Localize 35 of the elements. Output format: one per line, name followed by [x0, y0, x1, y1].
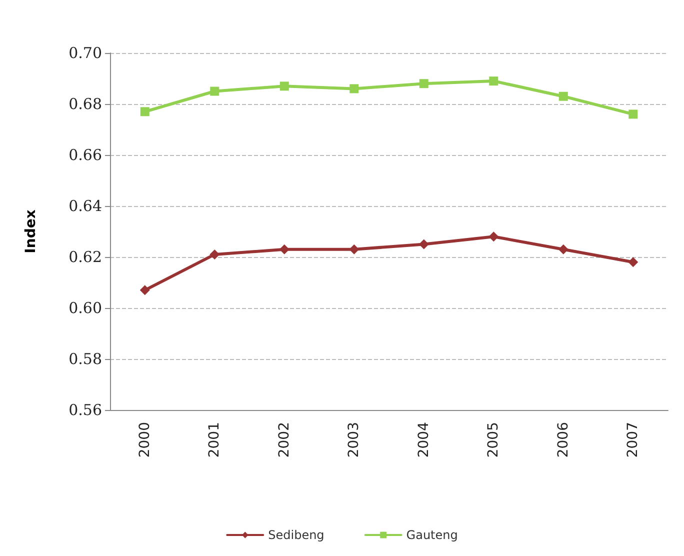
point: [140, 285, 150, 296]
point: [279, 244, 290, 254]
point: [210, 86, 220, 96]
x-tick-label: 2001: [206, 422, 223, 458]
x-tick-label: 2005: [486, 422, 502, 458]
legend-label: Sedibeng: [268, 528, 324, 542]
x-tick-label: 2006: [555, 422, 572, 458]
point: [558, 244, 568, 254]
x-tick-label: 2003: [346, 422, 362, 458]
point: [349, 244, 360, 254]
y-axis-title: Index: [23, 210, 39, 254]
y-tick-label: 0.64: [68, 197, 102, 215]
point: [418, 239, 429, 250]
legend-label: Gauteng: [406, 528, 458, 542]
point: [210, 249, 220, 260]
y-tick-label: 0.58: [68, 350, 102, 368]
point: [140, 107, 150, 116]
y-tick-label: 0.70: [68, 44, 102, 62]
y-tick-label: 0.66: [68, 146, 102, 164]
point: [628, 257, 638, 268]
point: [488, 232, 499, 242]
x-tick-label: 2007: [625, 422, 642, 458]
y-tick-label: 0.60: [68, 299, 102, 317]
x-tick-label: 2000: [136, 422, 153, 458]
point: [419, 79, 428, 88]
y-tick-label: 0.62: [68, 248, 102, 266]
x-tick-label: 2004: [416, 422, 432, 458]
point: [489, 76, 498, 86]
point: [628, 110, 638, 119]
point: [350, 84, 359, 94]
point: [558, 92, 568, 101]
point: [280, 82, 289, 91]
y-tick-label: 0.68: [68, 95, 102, 113]
x-tick-label: 2002: [276, 422, 292, 458]
y-tick-label: 0.56: [68, 401, 102, 419]
